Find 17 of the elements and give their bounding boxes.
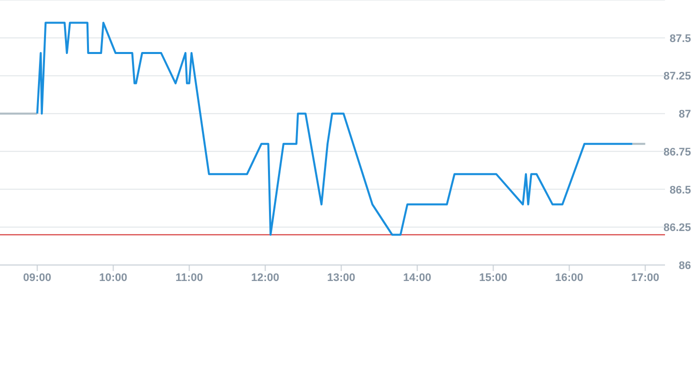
y-tick-label: 87.5 <box>670 32 691 45</box>
x-tick-label: 16:00 <box>555 272 584 284</box>
line-series <box>36 22 634 236</box>
x-tick-label: 13:00 <box>327 272 356 284</box>
x-tick-label: 17:00 <box>631 272 660 284</box>
y-tick-label: 87 <box>678 108 691 121</box>
x-tick-label: 09:00 <box>23 272 52 284</box>
x-tick-label: 14:00 <box>403 272 432 284</box>
x-tick-label: 10:00 <box>99 272 128 284</box>
y-tick-label: 86 <box>678 260 691 272</box>
y-tick-label: 86.75 <box>663 146 691 158</box>
x-tick-label: 11:00 <box>175 272 204 284</box>
y-tick-label: 86.25 <box>663 222 691 234</box>
x-tick-label: 15:00 <box>479 272 508 284</box>
x-tick-label: 12:00 <box>251 272 280 284</box>
y-tick-label: 87.25 <box>663 70 691 83</box>
y-tick-label: 86.5 <box>670 184 691 196</box>
